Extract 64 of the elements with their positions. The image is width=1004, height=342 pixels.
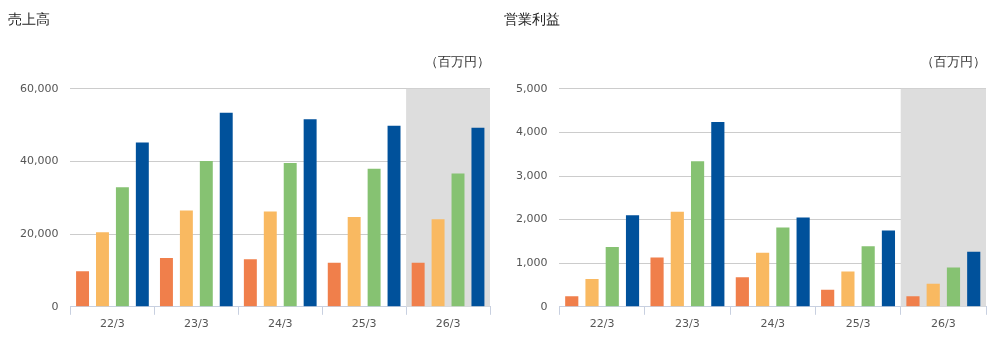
- y-tick-label: 2,000: [515, 212, 548, 226]
- y-tick-label: 60,000: [19, 81, 59, 95]
- bar: [471, 127, 485, 307]
- chart-title: 売上高: [8, 11, 50, 28]
- bar: [565, 296, 579, 307]
- bar: [243, 259, 257, 307]
- bar: [670, 211, 684, 307]
- bar: [411, 262, 425, 307]
- x-tick-label: 23/3: [183, 317, 209, 331]
- bar: [367, 168, 381, 307]
- bar: [711, 121, 725, 307]
- bar: [199, 161, 213, 307]
- bar: [776, 227, 790, 307]
- bar: [159, 258, 173, 307]
- bar: [135, 142, 149, 307]
- bar: [861, 246, 875, 307]
- x-tick-label: 25/3: [351, 317, 377, 331]
- bar: [303, 119, 317, 307]
- bar: [946, 267, 961, 307]
- y-tick-label: 3,000: [515, 168, 548, 182]
- y-tick-label: 0: [540, 299, 548, 313]
- bar: [906, 296, 920, 307]
- y-axis-title: （百万円）: [425, 53, 490, 69]
- bar: [605, 247, 619, 307]
- y-tick-label: 5,000: [515, 81, 548, 95]
- bar: [387, 125, 401, 307]
- x-tick-label: 24/3: [267, 317, 293, 331]
- y-tick-label: 4,000: [515, 125, 548, 139]
- bar: [881, 230, 896, 307]
- x-tick-label: 23/3: [675, 317, 700, 331]
- y-axis-title: （百万円）: [921, 53, 986, 69]
- bar: [179, 210, 193, 307]
- bar: [96, 232, 109, 307]
- bar: [283, 162, 297, 307]
- bar: [821, 289, 835, 307]
- y-tick-label: 0: [51, 299, 59, 313]
- bar: [650, 257, 664, 307]
- bar: [841, 271, 855, 307]
- y-tick-label: 20,000: [19, 226, 59, 240]
- bar: [967, 251, 981, 307]
- x-tick-label: 25/3: [845, 317, 871, 331]
- y-tick-label: 40,000: [19, 154, 59, 168]
- bar: [347, 217, 361, 307]
- bar: [735, 277, 749, 307]
- bar: [625, 215, 640, 307]
- bar: [451, 173, 465, 307]
- bar: [263, 211, 277, 307]
- bar: [585, 278, 599, 307]
- x-tick-label: 22/3: [100, 317, 125, 331]
- x-tick-label: 26/3: [435, 317, 461, 331]
- chart-title: 営業利益: [504, 11, 560, 28]
- bar: [796, 217, 810, 307]
- bar: [926, 283, 940, 307]
- bar: [219, 112, 233, 307]
- y-tick-label: 1,000: [515, 256, 548, 270]
- x-tick-label: 24/3: [760, 317, 786, 331]
- bar: [431, 219, 445, 307]
- x-tick-label: 22/3: [589, 317, 615, 331]
- bar: [327, 262, 341, 307]
- bar: [76, 271, 90, 307]
- bar: [115, 187, 129, 307]
- x-tick-label: 26/3: [931, 317, 956, 331]
- bar: [756, 252, 770, 307]
- bar: [690, 161, 705, 307]
